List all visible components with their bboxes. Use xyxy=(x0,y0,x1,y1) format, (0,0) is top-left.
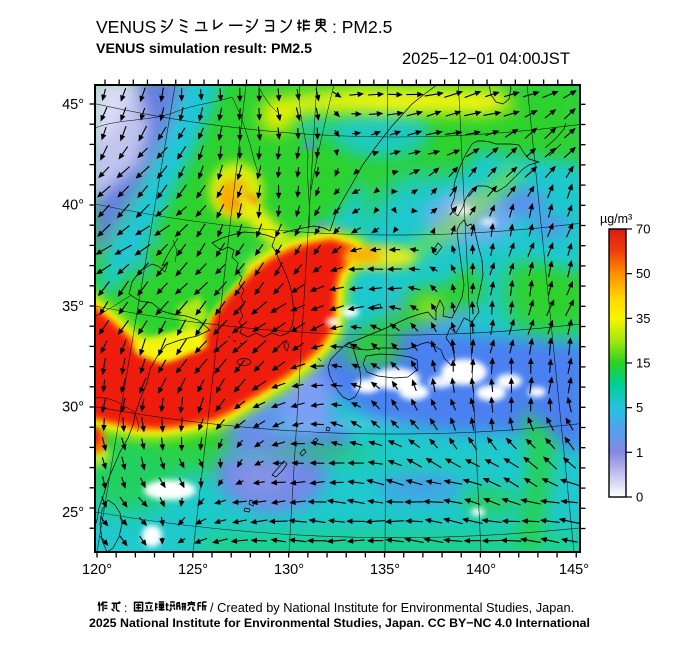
svg-text:5: 5 xyxy=(636,400,643,415)
svg-text:2025 National Institute for En: 2025 National Institute for Environmenta… xyxy=(89,616,590,630)
svg-text:µg/m³: µg/m³ xyxy=(600,212,632,226)
svg-text:15: 15 xyxy=(636,356,650,371)
svg-text:: PM2.5: : PM2.5 xyxy=(332,17,392,37)
svg-text:25°: 25° xyxy=(62,505,84,521)
svg-text:120°: 120° xyxy=(82,562,112,578)
svg-text:/ Created by National Institut: / Created by National Institute for Envi… xyxy=(210,600,574,615)
svg-text:0: 0 xyxy=(636,490,643,505)
svg-text:VENUS simulation result: PM2.5: VENUS simulation result: PM2.5 xyxy=(96,41,312,57)
svg-text:35°: 35° xyxy=(62,299,84,315)
svg-text:145°: 145° xyxy=(559,562,589,578)
svg-text:70: 70 xyxy=(636,222,650,237)
svg-text:130°: 130° xyxy=(274,562,304,578)
svg-text:1: 1 xyxy=(636,445,643,460)
svg-text:35: 35 xyxy=(636,311,650,326)
svg-text:140°: 140° xyxy=(466,562,496,578)
svg-text:40°: 40° xyxy=(62,197,84,213)
svg-text:VENUS: VENUS xyxy=(96,17,156,37)
svg-text:50: 50 xyxy=(636,266,650,281)
svg-text:135°: 135° xyxy=(370,562,400,578)
svg-text:125°: 125° xyxy=(178,562,208,578)
svg-text:45°: 45° xyxy=(62,97,84,113)
svg-text:30°: 30° xyxy=(62,400,84,416)
svg-text::: : xyxy=(124,601,127,615)
svg-text:2025−12−01 04:00JST: 2025−12−01 04:00JST xyxy=(402,50,570,68)
